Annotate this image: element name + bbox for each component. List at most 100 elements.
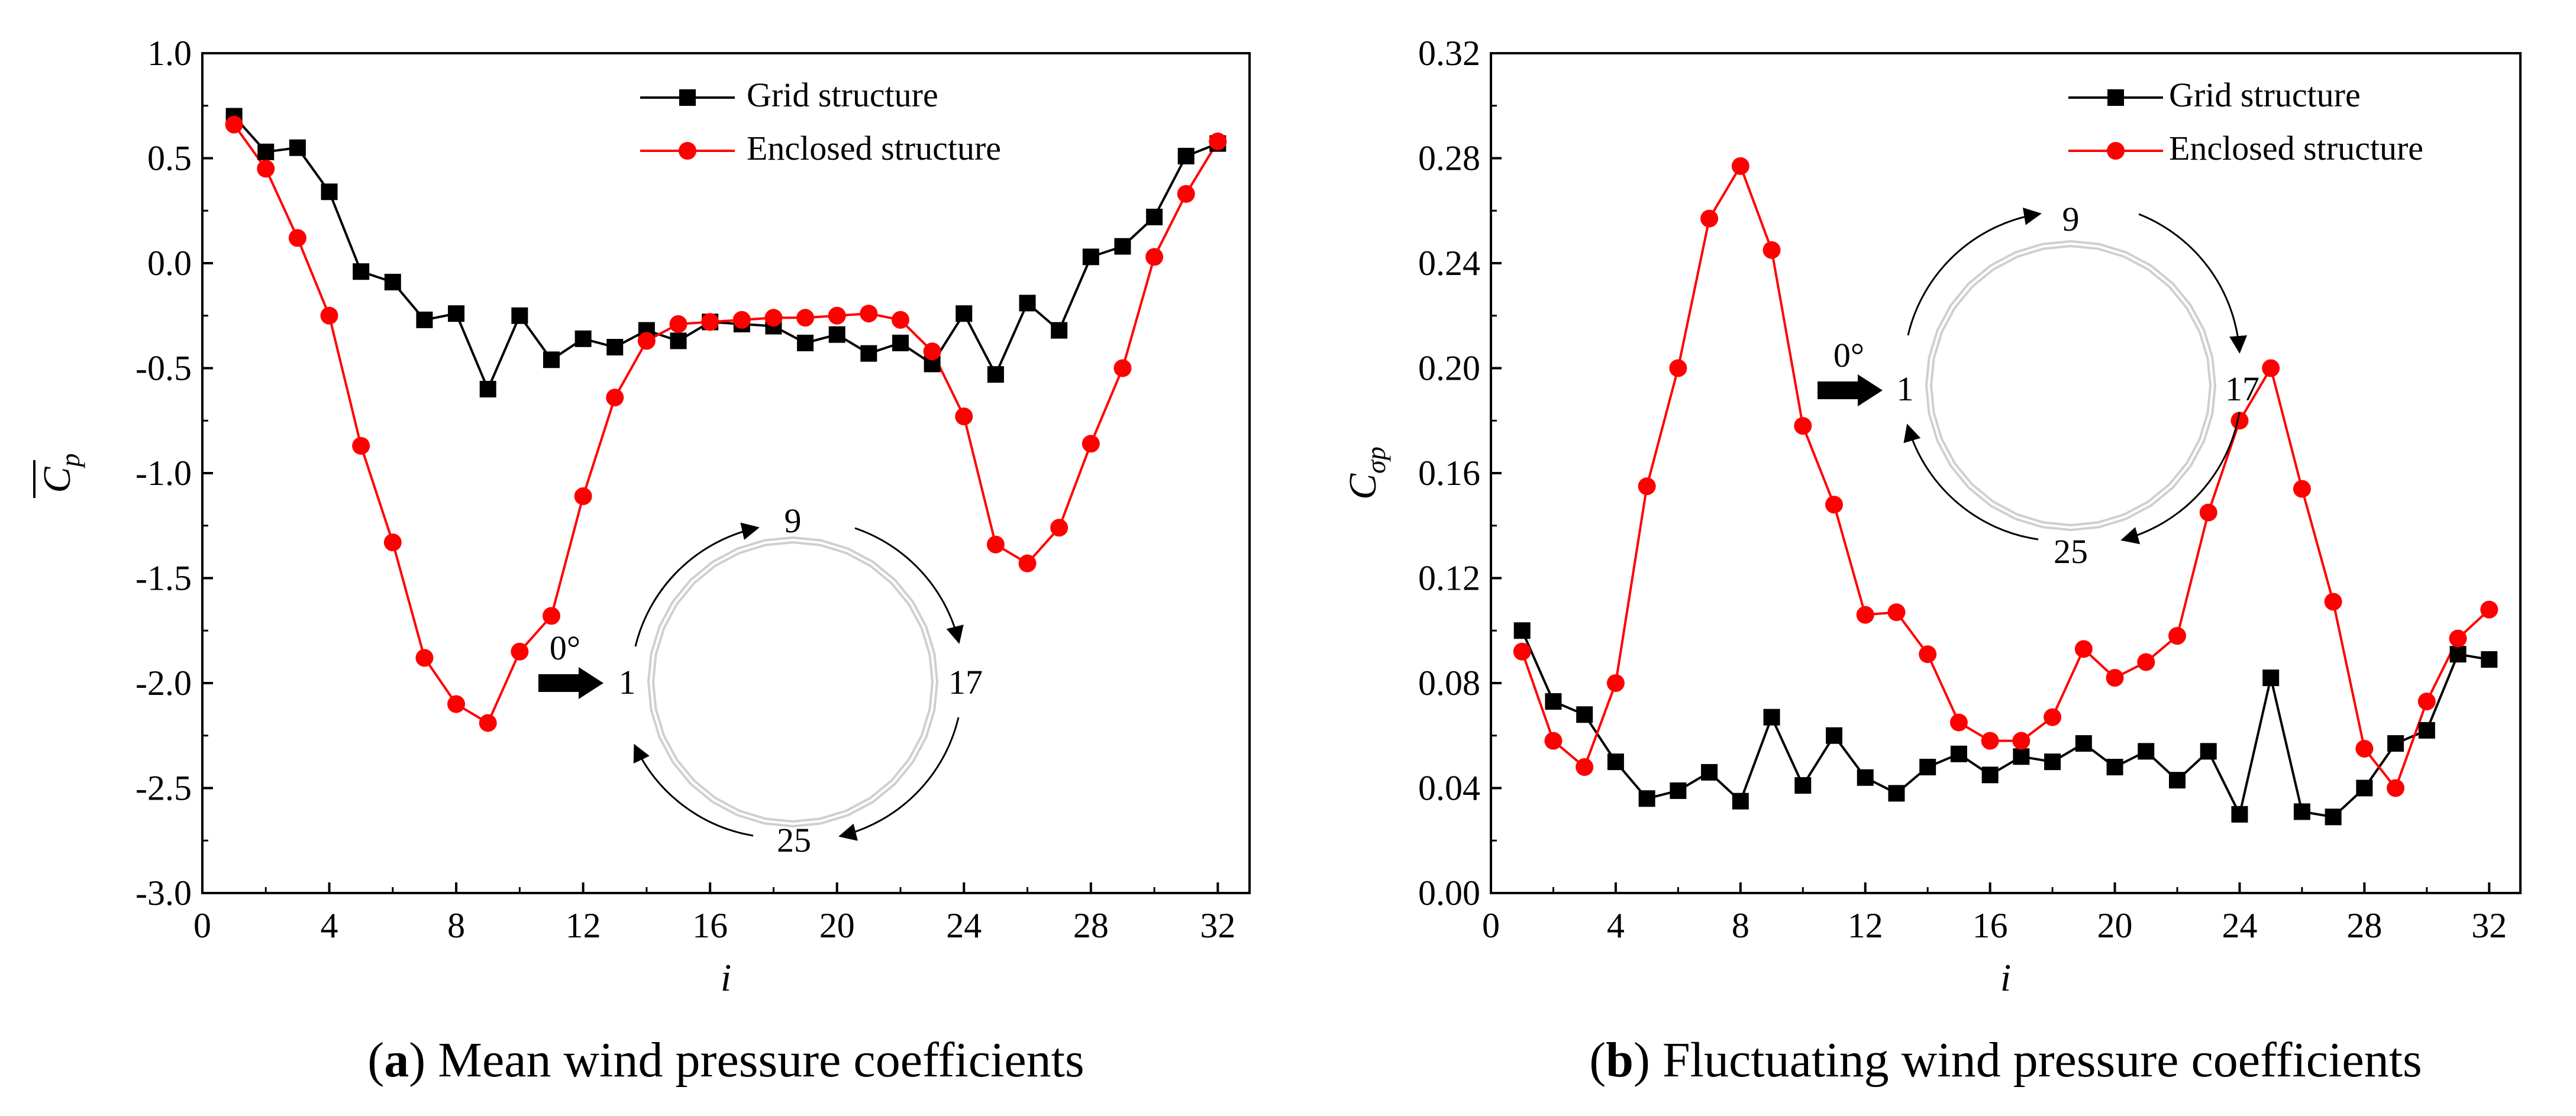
point-a-grid-31 — [1177, 147, 1195, 164]
point-a-enclosed-16 — [701, 313, 719, 331]
point-b-grid-26 — [2293, 803, 2310, 820]
point-a-grid-15 — [670, 332, 687, 350]
y-axis-label-b: Cσp — [1341, 447, 1391, 500]
arc-arrow-top-right-b — [2138, 213, 2248, 354]
inset-label-25-a: 25 — [777, 821, 811, 859]
point-a-enclosed-15 — [669, 315, 687, 333]
point-a-enclosed-1 — [225, 115, 243, 134]
point-a-enclosed-4 — [320, 306, 338, 325]
point-b-enclosed-4 — [1606, 674, 1625, 692]
y-tick-label-b-6: 0.24 — [1418, 244, 1480, 283]
point-a-enclosed-3 — [288, 229, 306, 247]
inset-label-17-b: 17 — [2225, 370, 2259, 408]
point-b-enclosed-24 — [2230, 412, 2249, 430]
legend-b: Grid structure Enclosed structure — [2068, 76, 2423, 167]
arc-arrow-bottom-right-b — [2120, 412, 2241, 545]
point-b-enclosed-30 — [2417, 693, 2436, 711]
point-b-enclosed-15 — [1949, 713, 1968, 732]
inset-label-25-b: 25 — [2054, 532, 2088, 571]
y-tick-label-a-6: 0.0 — [147, 244, 192, 283]
point-a-enclosed-25 — [986, 535, 1005, 554]
point-a-enclosed-21 — [860, 305, 878, 323]
point-b-grid-29 — [2387, 735, 2404, 752]
point-a-enclosed-5 — [352, 436, 370, 455]
point-b-grid-10 — [1794, 777, 1812, 794]
inset-label-17-a: 17 — [948, 663, 983, 701]
point-a-enclosed-8 — [447, 695, 466, 713]
point-b-grid-30 — [2418, 722, 2435, 739]
point-a-grid-24 — [955, 305, 973, 322]
caption-text-b: Fluctuating wind pressure coefficients — [1663, 1033, 2422, 1088]
y-tick-marks-b: 0.00 0.04 0.08 0.12 0.16 0.20 0.24 0.28 0.32 — [1418, 34, 1502, 913]
point-a-enclosed-14 — [637, 332, 656, 350]
point-b-grid-22 — [2169, 772, 2186, 789]
point-a-grid-20 — [828, 326, 845, 343]
point-b-enclosed-13 — [1887, 603, 1906, 622]
point-a-enclosed-6 — [383, 533, 402, 552]
x-tick-label-a-4: 16 — [692, 906, 728, 945]
point-a-enclosed-13 — [606, 389, 624, 407]
inset-label-1-b: 1 — [1897, 370, 1914, 408]
y-tick-label-b-1: 0.04 — [1418, 769, 1480, 808]
point-a-grid-27 — [1051, 322, 1068, 339]
point-a-enclosed-28 — [1082, 435, 1100, 453]
point-b-enclosed-5 — [1638, 477, 1656, 496]
point-b-enclosed-32 — [2480, 600, 2498, 619]
point-a-grid-9 — [479, 381, 496, 397]
point-b-grid-28 — [2356, 779, 2373, 797]
point-b-grid-19 — [2075, 735, 2092, 752]
inset-label-9-b: 9 — [2062, 200, 2080, 238]
point-b-enclosed-28 — [2355, 739, 2374, 758]
point-b-grid-27 — [2325, 808, 2342, 826]
point-a-enclosed-22 — [892, 310, 909, 329]
series-line-a-grid — [233, 115, 1219, 393]
point-a-enclosed-9 — [479, 714, 497, 732]
point-a-grid-19 — [797, 334, 814, 351]
point-b-grid-6 — [1670, 782, 1687, 799]
series-markers-a — [225, 108, 1227, 732]
arc-arrow-top-left-a — [634, 522, 760, 647]
inset-ring-outer-b — [1925, 240, 2217, 532]
point-b-enclosed-14 — [1919, 645, 1937, 664]
y-tick-label-a-2: -2.0 — [135, 664, 192, 703]
legend-b-grid-swatch-marker — [2107, 89, 2124, 106]
x-tick-label-a-8: 32 — [1200, 906, 1235, 945]
wind-angle-label-b: 0° — [1833, 336, 1864, 374]
x-tick-label-a-5: 20 — [819, 906, 855, 945]
legend-b-grid-label: Grid structure — [2169, 76, 2361, 114]
y-tick-label-b-8: 0.32 — [1418, 34, 1480, 73]
point-b-grid-13 — [1888, 785, 1905, 802]
point-a-enclosed-31 — [1177, 185, 1195, 203]
point-a-grid-7 — [416, 311, 433, 328]
y-tick-label-a-1: -2.5 — [135, 769, 192, 808]
point-a-grid-3 — [289, 139, 306, 156]
y-tick-label-b-0: 0.00 — [1418, 874, 1480, 913]
point-a-enclosed-7 — [415, 649, 434, 667]
point-b-enclosed-21 — [2137, 653, 2155, 671]
point-b-grid-11 — [1826, 727, 1842, 744]
point-b-grid-7 — [1701, 764, 1718, 781]
y-axis-subscript-b: σp — [1361, 447, 1391, 474]
caption-panel-label-a: a — [384, 1033, 409, 1088]
arc-arrow-bottom-right-a — [838, 717, 960, 841]
point-b-grid-16 — [1981, 766, 1999, 784]
x-tick-label-b-3: 12 — [1848, 906, 1883, 945]
point-a-grid-6 — [384, 273, 401, 290]
x-tick-label-a-7: 28 — [1073, 906, 1109, 945]
x-tick-label-b-1: 4 — [1607, 906, 1625, 945]
point-a-grid-13 — [606, 339, 624, 355]
inset-ring-inner-a — [649, 538, 937, 826]
point-b-grid-24 — [2231, 806, 2248, 823]
point-a-grid-28 — [1082, 248, 1099, 266]
legend-b-enclosed-swatch-marker — [2107, 142, 2125, 160]
point-a-enclosed-10 — [511, 642, 529, 661]
x-tick-label-b-0: 0 — [1482, 906, 1500, 945]
legend-a-grid-swatch-marker — [679, 89, 696, 106]
x-tick-marks-b: 0 4 8 12 16 20 24 28 32 — [1482, 882, 2507, 945]
point-b-enclosed-17 — [2012, 732, 2031, 750]
point-a-grid-10 — [511, 307, 528, 324]
point-b-grid-25 — [2262, 669, 2280, 687]
legend-b-enclosed-label: Enclosed structure — [2169, 129, 2423, 167]
point-a-grid-21 — [860, 345, 877, 362]
